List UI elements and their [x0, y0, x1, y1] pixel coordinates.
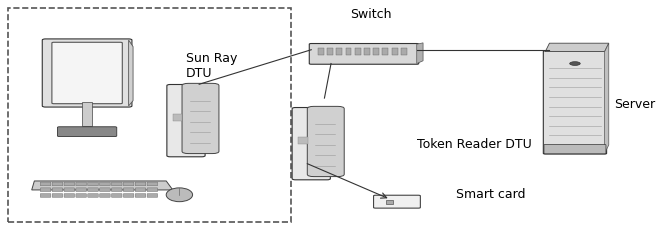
Polygon shape — [417, 43, 423, 64]
Text: Smart card: Smart card — [456, 188, 526, 201]
FancyBboxPatch shape — [40, 182, 51, 186]
Circle shape — [570, 62, 580, 65]
Polygon shape — [129, 40, 133, 106]
Bar — [364, 48, 370, 55]
FancyBboxPatch shape — [111, 182, 122, 186]
FancyBboxPatch shape — [40, 194, 51, 197]
Text: Token Reader DTU: Token Reader DTU — [417, 138, 532, 151]
FancyBboxPatch shape — [111, 188, 122, 192]
FancyBboxPatch shape — [123, 188, 134, 192]
FancyBboxPatch shape — [99, 182, 110, 186]
FancyBboxPatch shape — [52, 182, 63, 186]
Text: Sun Ray
DTU: Sun Ray DTU — [186, 52, 237, 80]
Ellipse shape — [166, 188, 193, 202]
Bar — [336, 48, 342, 55]
Bar — [318, 48, 323, 55]
FancyBboxPatch shape — [147, 194, 157, 197]
FancyBboxPatch shape — [57, 127, 117, 137]
Text: Switch: Switch — [350, 8, 392, 21]
Polygon shape — [32, 181, 173, 190]
FancyBboxPatch shape — [64, 182, 75, 186]
FancyBboxPatch shape — [64, 188, 75, 192]
FancyBboxPatch shape — [88, 194, 98, 197]
Bar — [83, 102, 91, 126]
Bar — [173, 114, 182, 121]
Polygon shape — [546, 43, 609, 51]
FancyBboxPatch shape — [135, 182, 146, 186]
FancyBboxPatch shape — [182, 83, 219, 154]
FancyBboxPatch shape — [88, 182, 98, 186]
Bar — [355, 48, 361, 55]
FancyBboxPatch shape — [135, 188, 146, 192]
Bar — [327, 48, 333, 55]
Bar — [386, 200, 393, 204]
FancyBboxPatch shape — [123, 194, 134, 197]
FancyBboxPatch shape — [123, 182, 134, 186]
FancyBboxPatch shape — [52, 194, 63, 197]
Bar — [382, 48, 388, 55]
Bar — [346, 48, 352, 55]
FancyBboxPatch shape — [64, 194, 75, 197]
FancyBboxPatch shape — [76, 188, 87, 192]
FancyBboxPatch shape — [76, 194, 87, 197]
FancyBboxPatch shape — [88, 188, 98, 192]
FancyBboxPatch shape — [76, 182, 87, 186]
FancyBboxPatch shape — [309, 44, 419, 64]
FancyBboxPatch shape — [147, 182, 157, 186]
FancyBboxPatch shape — [544, 144, 606, 154]
FancyBboxPatch shape — [307, 106, 344, 177]
FancyBboxPatch shape — [111, 194, 122, 197]
FancyBboxPatch shape — [135, 194, 146, 197]
FancyBboxPatch shape — [167, 85, 205, 157]
Bar — [298, 137, 307, 144]
Bar — [374, 48, 379, 55]
FancyBboxPatch shape — [544, 51, 606, 154]
FancyBboxPatch shape — [52, 42, 122, 104]
FancyBboxPatch shape — [99, 188, 110, 192]
FancyBboxPatch shape — [42, 39, 132, 107]
Polygon shape — [604, 43, 609, 153]
FancyBboxPatch shape — [40, 188, 51, 192]
FancyBboxPatch shape — [292, 107, 330, 180]
Bar — [392, 48, 398, 55]
Text: Server: Server — [614, 99, 656, 111]
FancyBboxPatch shape — [374, 195, 420, 208]
FancyBboxPatch shape — [99, 194, 110, 197]
FancyBboxPatch shape — [52, 188, 63, 192]
Bar — [401, 48, 407, 55]
FancyBboxPatch shape — [147, 188, 157, 192]
